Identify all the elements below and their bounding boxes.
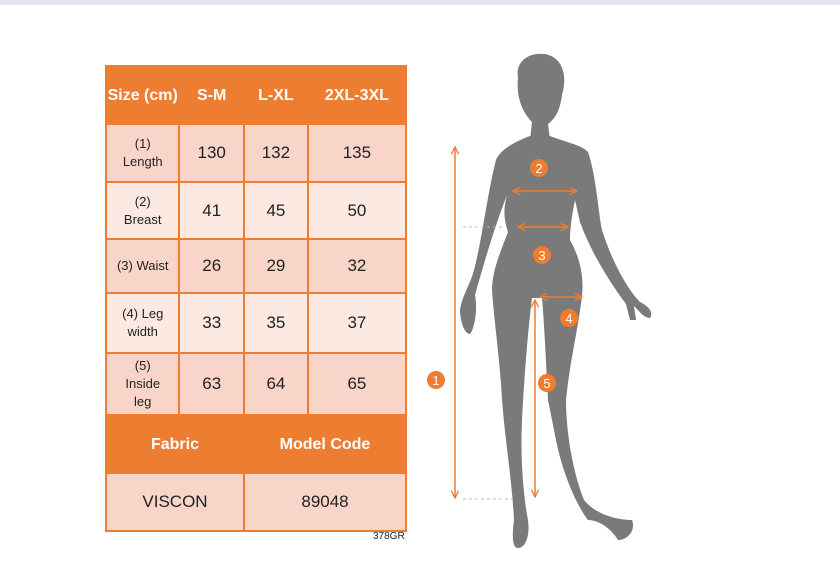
table-cell: 41 <box>178 181 245 240</box>
table-cell: 130 <box>178 123 245 183</box>
table-row: (5) Inside leg 63 64 65 <box>104 352 408 416</box>
header-cell: Size (cm) <box>104 65 181 125</box>
table-row: (1) Length 130 132 135 <box>104 123 408 183</box>
marker-2 <box>530 159 548 177</box>
table-row: (3) Waist 26 29 32 <box>104 238 408 294</box>
model-code-header: Model Code <box>243 414 407 474</box>
marker-4 <box>560 309 578 327</box>
marker-5-label: 5 <box>543 376 550 391</box>
header-cell: 2XL-3XL <box>306 65 408 125</box>
marker-3-label: 3 <box>538 248 545 263</box>
product-code: 378GR <box>373 531 405 542</box>
fabric-value: VISCON <box>105 472 245 532</box>
table-cell: 26 <box>178 238 245 294</box>
marker-2-label: 2 <box>535 161 542 176</box>
row-label: (3) Waist <box>104 238 181 294</box>
marker-1-label: 1 <box>432 373 439 388</box>
row-label: (5) Inside leg <box>104 352 181 416</box>
footer-header-row: Fabric Model Code <box>105 414 407 474</box>
size-chart-table: Size (cm) S-M L-XL 2XL-3XL (1) Length 13… <box>104 65 408 532</box>
marker-4-label: 4 <box>565 311 572 326</box>
marker-1 <box>427 371 445 389</box>
top-bar <box>0 0 840 5</box>
marker-3 <box>533 246 551 264</box>
table-cell: 64 <box>243 352 309 416</box>
table-cell: 33 <box>178 292 245 354</box>
woman-silhouette <box>460 53 652 548</box>
row-label: (1) Length <box>104 123 181 183</box>
marker-5 <box>538 374 556 392</box>
table-cell: 63 <box>178 352 245 416</box>
row-label: (2) Breast <box>104 181 181 240</box>
table-cell: 132 <box>243 123 309 183</box>
table-cell: 45 <box>243 181 309 240</box>
table-cell: 35 <box>243 292 309 354</box>
header-cell: L-XL <box>243 65 309 125</box>
table-cell: 37 <box>306 292 408 354</box>
model-code-value: 89048 <box>243 472 407 532</box>
table-cell: 65 <box>306 352 408 416</box>
table-cell: 32 <box>306 238 408 294</box>
table-cell: 135 <box>306 123 408 183</box>
table-row: (4) Leg width 33 35 37 <box>104 292 408 354</box>
fabric-header: Fabric <box>105 414 245 474</box>
table-row: (2) Breast 41 45 50 <box>104 181 408 240</box>
footer-value-row: VISCON 89048 <box>105 472 407 532</box>
table-cell: 50 <box>306 181 408 240</box>
table-cell: 29 <box>243 238 309 294</box>
table-header-row: Size (cm) S-M L-XL 2XL-3XL <box>104 65 408 125</box>
header-cell: S-M <box>178 65 245 125</box>
row-label: (4) Leg width <box>104 292 181 354</box>
